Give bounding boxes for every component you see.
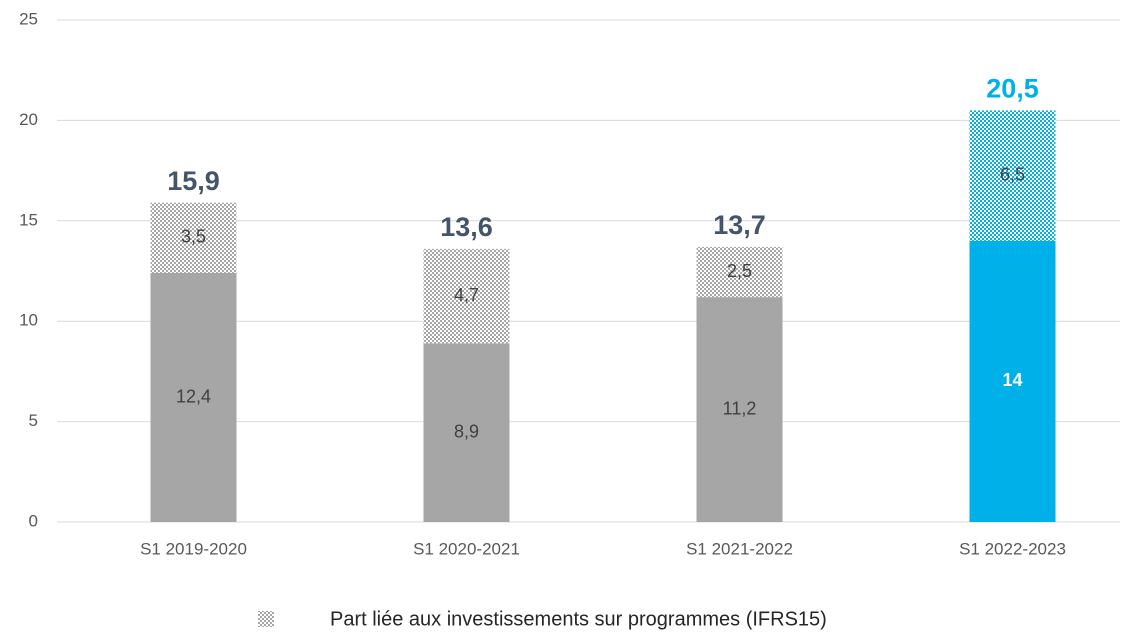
bar-segment (696, 297, 783, 522)
bar-segment (150, 202, 237, 274)
y-tick-label: 0 (29, 511, 38, 530)
bar-segment (150, 273, 237, 522)
y-tick-label: 5 (29, 411, 38, 430)
x-tick-label: S1 2022-2023 (959, 539, 1066, 558)
segment-label: 4,7 (454, 285, 479, 305)
segment-label: 11,2 (723, 398, 757, 418)
bar-segment (423, 248, 510, 344)
bar-segment (696, 246, 783, 298)
y-tick-label: 20 (19, 110, 38, 129)
total-label: 13,7 (713, 210, 766, 240)
segment-label: 8,9 (454, 421, 479, 441)
segment-label: 14 (1002, 370, 1022, 390)
y-tick-label: 10 (19, 311, 38, 330)
bar-segment (969, 110, 1056, 241)
x-tick-label: S1 2020-2021 (413, 539, 520, 558)
bar-segment (969, 240, 1056, 522)
segment-label: 6,5 (1000, 164, 1025, 184)
bar-segment (423, 343, 510, 522)
segment-label: 12,4 (176, 386, 211, 406)
x-tick-label: S1 2019-2020 (140, 539, 247, 558)
total-label: 20,5 (986, 73, 1039, 103)
y-tick-label: 15 (19, 210, 38, 229)
segment-label: 3,5 (181, 227, 206, 247)
total-label: 13,6 (440, 212, 493, 242)
total-label: 15,9 (167, 166, 220, 196)
legend-swatch (258, 611, 274, 627)
segment-label: 2,5 (727, 261, 752, 281)
y-tick-label: 25 (19, 9, 38, 28)
legend-label: Part liée aux investissements sur progra… (330, 608, 827, 630)
x-tick-label: S1 2021-2022 (686, 539, 793, 558)
